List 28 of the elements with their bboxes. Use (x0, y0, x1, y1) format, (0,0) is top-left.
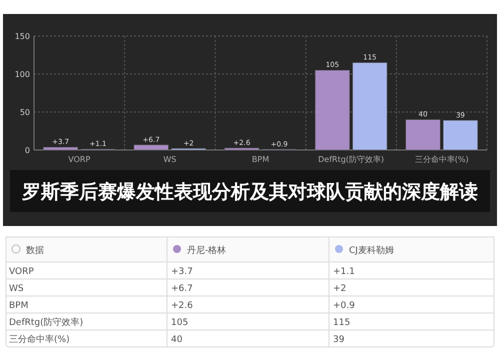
text: +0.9 (333, 301, 355, 311)
text: +1.1 (333, 267, 355, 277)
text: +2.6 (171, 301, 193, 311)
text: +6.7 (171, 284, 193, 294)
text: 罗斯季后赛爆发性表现分析及其对球队贡献的深度解读 (21, 181, 478, 203)
x-tick-label: 三分命中率(%) (414, 155, 469, 164)
legend-label: 丹尼-格林 (187, 245, 226, 256)
legend-title: 数据 (26, 245, 44, 256)
y-tick-label: 0 (24, 146, 30, 155)
x-tick-label: DefRtg(防守效率) (318, 155, 384, 164)
category-label: WS (9, 284, 24, 294)
y-tick-label: 50 (20, 108, 30, 117)
category-label: DefRtg(防守效率) (9, 318, 84, 328)
text: 39 (333, 335, 344, 345)
x-tick-label: VORP (68, 155, 90, 164)
y-tick-label: 150 (14, 32, 30, 41)
text: 115 (333, 318, 350, 328)
text: 40 (171, 335, 182, 345)
text: +3.7 (171, 267, 193, 277)
x-tick-label: BPM (252, 155, 270, 164)
y-tick-label: 100 (14, 70, 30, 79)
legend-label: CJ麦科勒姆 (349, 245, 394, 256)
category-label: 三分命中率(%) (9, 335, 70, 345)
text: +2 (333, 284, 346, 294)
category-label: VORP (9, 267, 34, 277)
x-tick-label: WS (163, 155, 176, 164)
text: 105 (171, 318, 188, 328)
category-label: BPM (9, 301, 28, 311)
